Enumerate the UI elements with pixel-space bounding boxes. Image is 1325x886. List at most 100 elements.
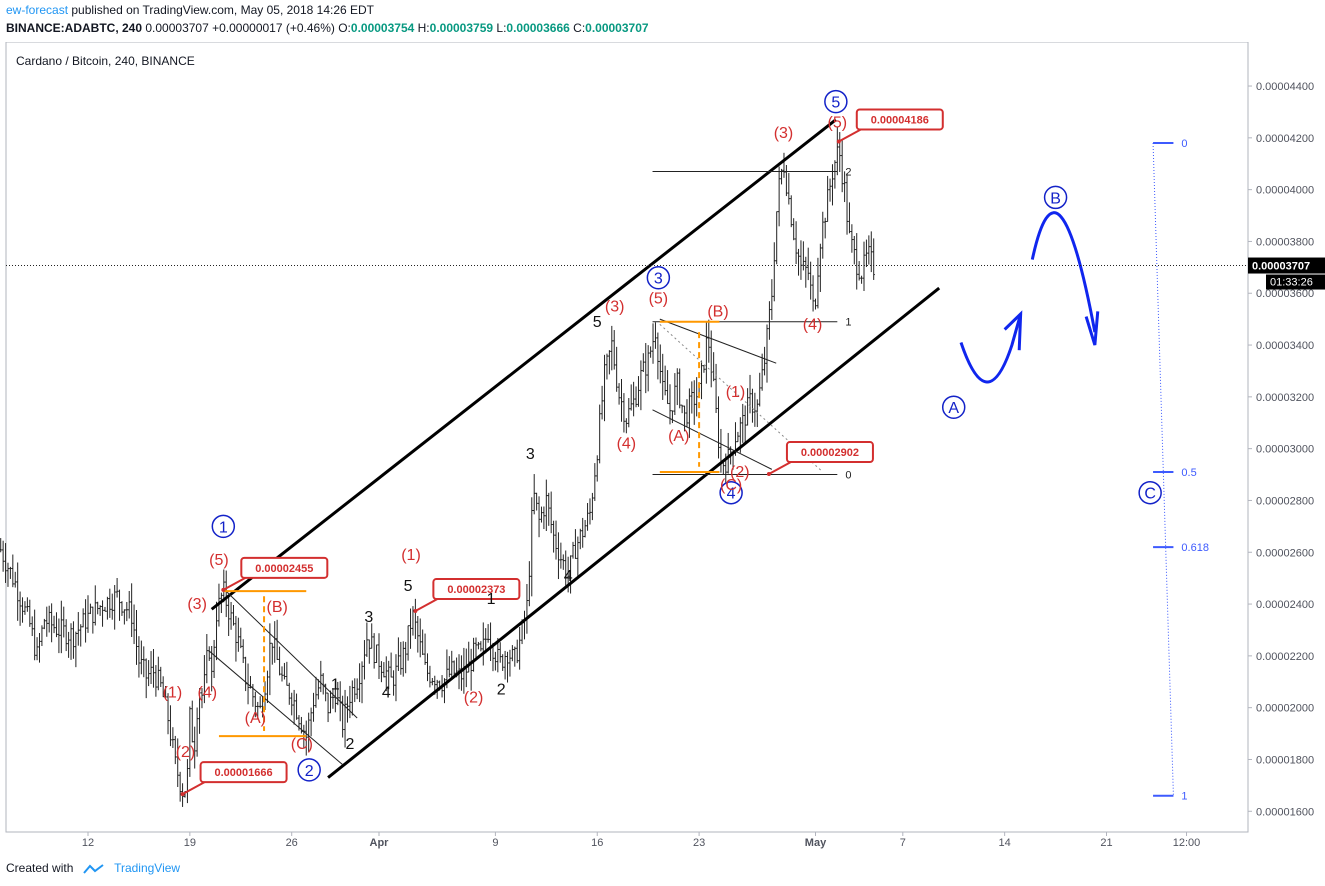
wave-labels: 1 2 3 4 5 A B C (1) (2) (3) (4) (5) (A) (B) (C) (1) (2) (3… bbox=[163, 89, 1162, 782]
price-tick-label: 0.00003600 bbox=[1256, 288, 1314, 300]
price-callout-dot bbox=[836, 139, 841, 144]
minor-wave-label: 2 bbox=[497, 682, 506, 699]
channel-line-lower bbox=[327, 286, 941, 779]
intermediate-wave-label: (2) bbox=[176, 744, 196, 761]
minor-wave-label: 3 bbox=[526, 446, 535, 463]
dotted-guide-line bbox=[659, 323, 824, 473]
primary-wave-label: 3 bbox=[654, 271, 663, 288]
time-tick-label: Apr bbox=[370, 837, 390, 849]
intermediate-wave-label: (3) bbox=[605, 298, 625, 315]
price-callout-label: 0.00002455 bbox=[255, 563, 313, 575]
intermediate-wave-label: (3) bbox=[774, 125, 794, 142]
close-value: 0.00003707 bbox=[585, 21, 649, 35]
primary-wave-label: 2 bbox=[305, 763, 314, 780]
price-tick-label: 0.00003000 bbox=[1256, 444, 1314, 456]
time-tick-label: 14 bbox=[999, 837, 1011, 849]
price-callout-label: 0.00002902 bbox=[801, 447, 859, 459]
time-tick-label: 12 bbox=[82, 837, 94, 849]
projection-level-label: 0 bbox=[1181, 138, 1187, 150]
price-callout-dot bbox=[766, 472, 771, 477]
primary-wave-circle bbox=[297, 758, 321, 782]
price-tick-label: 0.00002400 bbox=[1256, 599, 1314, 611]
time-tick-label: 16 bbox=[591, 837, 603, 849]
fib-level-label: 0 bbox=[845, 470, 851, 482]
footer: Created with TradingView bbox=[6, 860, 180, 876]
minor-wave-label: 1 bbox=[487, 591, 496, 608]
primary-wave-label: 1 bbox=[219, 519, 228, 536]
price-callout: 0.00001666 bbox=[180, 761, 288, 797]
time-tick-label: 12:00 bbox=[1173, 837, 1201, 849]
projection-level-label: 0.618 bbox=[1181, 542, 1209, 554]
time-tick-label: 9 bbox=[492, 837, 498, 849]
forecast-arrowhead-b bbox=[1084, 311, 1100, 346]
price-callout-box bbox=[855, 108, 944, 131]
price-tick-label: 0.00002600 bbox=[1256, 547, 1314, 559]
channel-line-upper bbox=[210, 118, 837, 611]
intermediate-wave-label: (B) bbox=[707, 304, 728, 321]
wedge-line bbox=[659, 318, 777, 364]
primary-wave-label: 5 bbox=[831, 95, 840, 112]
minor-wave-label: 5 bbox=[404, 578, 413, 595]
intermediate-wave-label: (A) bbox=[668, 428, 689, 445]
intermediate-wave-label: (A) bbox=[245, 710, 266, 727]
price-callout-dot bbox=[413, 609, 418, 614]
time-tick-label: 23 bbox=[693, 837, 705, 849]
intermediate-wave-label: (1) bbox=[726, 384, 746, 401]
tradingview-link[interactable]: TradingView bbox=[114, 861, 181, 875]
price-callout: 0.00002455 bbox=[221, 556, 329, 592]
price-callout-pointer bbox=[838, 128, 862, 143]
price-callout-box bbox=[785, 441, 874, 464]
intermediate-wave-label: (2) bbox=[730, 464, 750, 481]
time-tick-label: 19 bbox=[184, 837, 196, 849]
primary-wave-label: A bbox=[948, 400, 959, 417]
low-value: 0.00003666 bbox=[506, 21, 570, 35]
wedge-line bbox=[222, 588, 358, 719]
price-tick-label: 0.00003400 bbox=[1256, 340, 1314, 352]
countdown-label: 01:33:26 bbox=[1270, 277, 1313, 289]
open-value: 0.00003754 bbox=[350, 21, 415, 35]
forecast-arrowhead-a bbox=[1003, 310, 1023, 351]
price-callout-dot bbox=[180, 792, 185, 797]
time-tick-label: 7 bbox=[900, 837, 906, 849]
price-callout-label: 0.00004186 bbox=[871, 114, 929, 126]
price-tick-label: 0.00004400 bbox=[1256, 81, 1314, 93]
intermediate-wave-label: (3) bbox=[187, 596, 207, 613]
primary-wave-circle bbox=[211, 514, 236, 539]
time-axis: 12 19 26 Apr 9 16 23 May 7 14 21 12:00 bbox=[82, 832, 1200, 849]
intermediate-wave-label: (C) bbox=[291, 736, 313, 753]
intermediate-wave-label: (C) bbox=[720, 477, 742, 494]
price-tick-label: 0.00001800 bbox=[1256, 754, 1314, 766]
intermediate-wave-label: (B) bbox=[266, 599, 287, 616]
close-label: C: bbox=[573, 21, 586, 35]
tradingview-logo-icon bbox=[82, 864, 104, 874]
time-tick-label: 21 bbox=[1100, 837, 1112, 849]
author-link[interactable]: ew-forecast bbox=[6, 3, 69, 17]
projection-level-label: 0.5 bbox=[1181, 467, 1196, 479]
price-callout-label: 0.00001666 bbox=[215, 767, 273, 779]
price-callout-box bbox=[432, 578, 521, 601]
price-chart[interactable]: Cardano / Bitcoin, 240, BINANCE 0.000044… bbox=[0, 42, 1325, 860]
price-callout-dot bbox=[221, 587, 226, 592]
price-change: +0.00000017 (+0.46%) bbox=[212, 21, 335, 35]
intermediate-wave-label: (1) bbox=[401, 547, 421, 564]
plot-area bbox=[5, 42, 1249, 833]
forecast-arrow-a bbox=[959, 313, 1023, 384]
fib-level-label: 1 bbox=[845, 317, 851, 329]
price-axis: 0.00004400 0.00004200 0.00004000 0.00003800… bbox=[1248, 81, 1314, 818]
intermediate-wave-label: (5) bbox=[828, 114, 848, 131]
created-with-text: Created with bbox=[6, 861, 74, 875]
price-callout-pointer bbox=[414, 598, 438, 612]
price-callout-box bbox=[240, 556, 329, 579]
wedge-line bbox=[208, 650, 343, 766]
symbol-ohlc-line: BINANCE:ADABTC, 240 0.00003707 +0.000000… bbox=[6, 21, 649, 35]
primary-wave-circle bbox=[1043, 185, 1068, 210]
minor-wave-label: 3 bbox=[364, 609, 373, 626]
minor-wave-label: 4 bbox=[382, 684, 391, 701]
published-text: published on TradingView.com, May 05, 20… bbox=[71, 3, 375, 17]
last-price-marker: 0.00003707 01:33:26 bbox=[6, 257, 1325, 290]
intermediate-wave-label: (4) bbox=[617, 436, 637, 453]
price-callout: 0.00002373 bbox=[413, 578, 521, 614]
price-tick-label: 0.00002800 bbox=[1256, 495, 1314, 507]
open-label: O: bbox=[338, 21, 351, 35]
intermediate-wave-label: (5) bbox=[649, 291, 669, 308]
